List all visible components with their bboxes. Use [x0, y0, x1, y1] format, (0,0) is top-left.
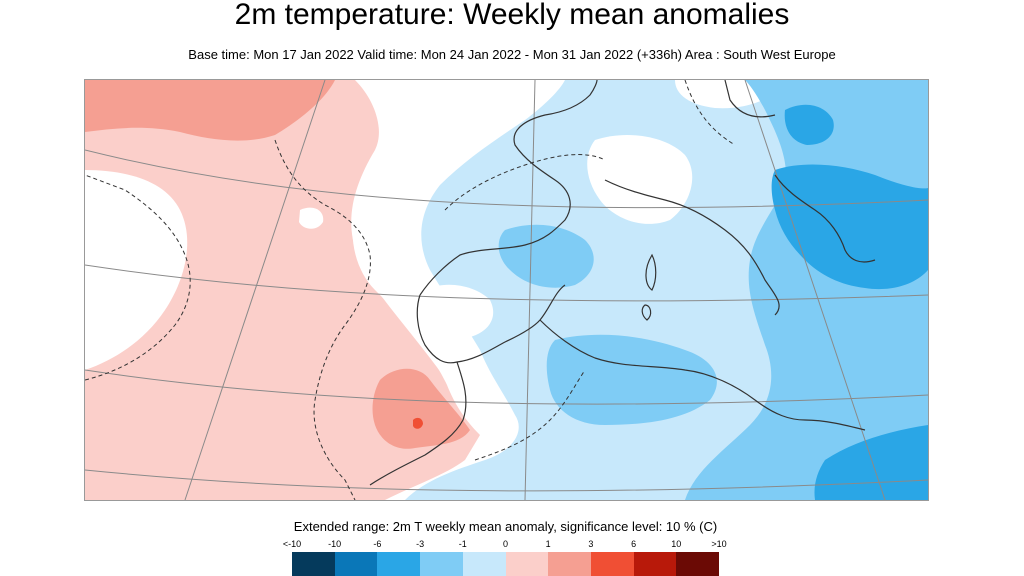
graticule-lines: [85, 80, 928, 500]
page-subtitle: Base time: Mon 17 Jan 2022 Valid time: M…: [188, 47, 836, 62]
colorbar-tick: -1: [458, 539, 467, 549]
map-canvas: [85, 80, 928, 500]
warm-core-morocco: [372, 368, 470, 449]
warm-hot-spot: [413, 417, 423, 429]
colorbar-swatch: [505, 552, 549, 576]
cool-mid-south: [546, 334, 717, 425]
coastlines: [369, 80, 876, 486]
colorbar-tick: 1: [545, 539, 551, 549]
colorbar-tick: -3: [416, 539, 425, 549]
colorbar-swatch: [676, 552, 720, 576]
colorbar-tick: 0: [502, 539, 509, 549]
significance-contours: [85, 80, 736, 500]
colorbar-tick: 10: [671, 539, 682, 549]
colorbar-swatch: [420, 552, 463, 576]
neutral-patch-alps: [587, 135, 693, 224]
legend-title: Extended range: 2m T weekly mean anomaly…: [293, 519, 718, 534]
page-title: 2m temperature: Weekly mean anomalies: [234, 0, 790, 31]
colorbar-tick: -10: [328, 539, 342, 549]
colorbar-swatch: [462, 552, 506, 576]
anomaly-map[interactable]: [84, 79, 929, 501]
warm-core-north-atlantic: [85, 80, 335, 141]
neutral-band-iberia: [351, 80, 555, 440]
colorbar-ticks: <-10 -10 -6 -3 -1 0 1 3 6 10 >10: [283, 539, 727, 551]
cool-deep-north: [784, 104, 834, 145]
colorbar-swatch: [377, 552, 421, 576]
neutral-patch-west: [85, 170, 188, 370]
colorbar-tick: 3: [588, 539, 594, 549]
colorbar-tick: -6: [373, 539, 382, 549]
colorbar-swatch: [292, 552, 335, 576]
neutral-patch-ocean: [299, 207, 324, 229]
colorbar-tick: 6: [631, 539, 637, 549]
colorbar-swatch: [334, 552, 378, 576]
colorbar-swatch: [590, 552, 634, 576]
cool-deep-balkans: [771, 164, 928, 290]
colorbar-swatch: [633, 552, 677, 576]
colorbar-tick: <-10: [282, 539, 302, 549]
colorbar: [292, 552, 720, 576]
cool-mid-central: [498, 224, 594, 288]
colorbar-swatch: [548, 552, 591, 576]
colorbar-tick: >10: [711, 539, 727, 549]
